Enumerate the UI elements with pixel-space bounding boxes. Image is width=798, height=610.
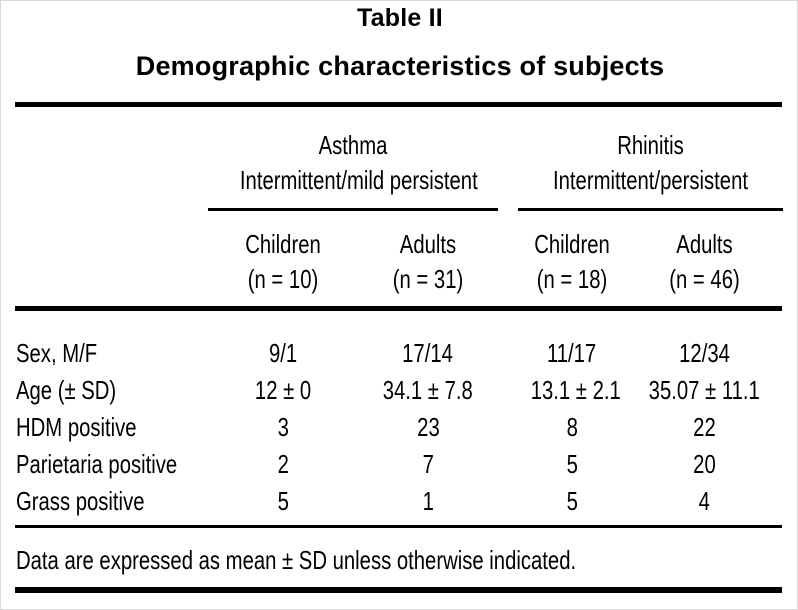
group-underline-rhinitis xyxy=(518,208,783,211)
cell: 1 xyxy=(422,486,434,516)
column-header-children-asthma: Children (n = 10) xyxy=(208,211,358,306)
column-n: (n = 10) xyxy=(247,264,319,294)
cell: 9/1 xyxy=(268,338,298,368)
column-n: (n = 18) xyxy=(536,264,608,294)
group-header-asthma: Asthma Intermittent/mild persistent xyxy=(208,128,498,208)
cell: 8 xyxy=(566,412,578,442)
cell: 13.1 ± 2.1 xyxy=(530,375,621,405)
column-header-children-rhinitis: Children (n = 18) xyxy=(518,211,626,306)
column-n: (n = 31) xyxy=(392,264,464,294)
column-label: Children xyxy=(534,229,610,259)
table-header: Asthma Intermittent/mild persistent Rhin… xyxy=(15,107,783,306)
table-body: Sex, M/F 9/1 17/14 11/17 12/34 Age (± SD… xyxy=(15,335,783,520)
cell: 5 xyxy=(566,486,578,516)
row-label: Age (± SD) xyxy=(16,375,117,405)
header-body-divider xyxy=(15,306,782,311)
table-row-grass: Grass positive 5 1 5 4 xyxy=(15,483,783,520)
table-caption: Demographic characteristics of subjects xyxy=(135,51,665,81)
cell: 5 xyxy=(566,449,578,479)
column-header-adults-rhinitis: Adults (n = 46) xyxy=(626,211,783,306)
cell: 12 ± 0 xyxy=(254,375,312,405)
table-footnote: Data are expressed as mean ± SD unless o… xyxy=(16,545,577,575)
top-rule-divider xyxy=(15,102,782,107)
column-label: Children xyxy=(245,229,321,259)
group-underline-asthma xyxy=(208,208,498,211)
body-footnote-divider xyxy=(15,525,782,528)
group-name: Rhinitis xyxy=(617,130,684,160)
group-header-rhinitis: Rhinitis Intermittent/persistent xyxy=(518,128,783,208)
cell: 11/17 xyxy=(547,338,597,368)
table-row-parietaria: Parietaria positive 2 7 5 20 xyxy=(15,446,783,483)
cell: 23 xyxy=(416,412,440,442)
cell: 22 xyxy=(693,412,716,442)
group-severity: Intermittent/mild persistent xyxy=(239,165,478,195)
cell: 7 xyxy=(422,449,434,479)
cell: 2 xyxy=(277,449,289,479)
cell: 17/14 xyxy=(402,338,454,368)
column-label: Adults xyxy=(399,229,457,259)
table-number-title: Table II xyxy=(357,4,443,32)
table-row-age: Age (± SD) 12 ± 0 34.1 ± 7.8 13.1 ± 2.1 … xyxy=(15,372,783,409)
column-header-adults-asthma: Adults (n = 31) xyxy=(358,211,498,306)
row-label: HDM positive xyxy=(16,412,137,442)
column-label: Adults xyxy=(676,229,733,259)
cell: 34.1 ± 7.8 xyxy=(382,375,474,405)
group-severity: Intermittent/persistent xyxy=(553,165,748,195)
cell: 3 xyxy=(277,412,289,442)
table-row-hdm: HDM positive 3 23 8 22 xyxy=(15,409,783,446)
cell: 5 xyxy=(277,486,289,516)
bottom-rule-divider xyxy=(15,587,782,593)
cell: 4 xyxy=(698,486,711,516)
row-label: Sex, M/F xyxy=(16,338,98,368)
cell: 20 xyxy=(693,449,716,479)
table-row-sex: Sex, M/F 9/1 17/14 11/17 12/34 xyxy=(15,335,783,372)
cell: 35.07 ± 11.1 xyxy=(648,375,761,405)
cell: 12/34 xyxy=(679,338,730,368)
group-name: Asthma xyxy=(318,130,388,160)
row-label: Parietaria positive xyxy=(16,449,178,479)
row-label: Grass positive xyxy=(16,486,145,516)
column-n: (n = 46) xyxy=(669,264,740,294)
